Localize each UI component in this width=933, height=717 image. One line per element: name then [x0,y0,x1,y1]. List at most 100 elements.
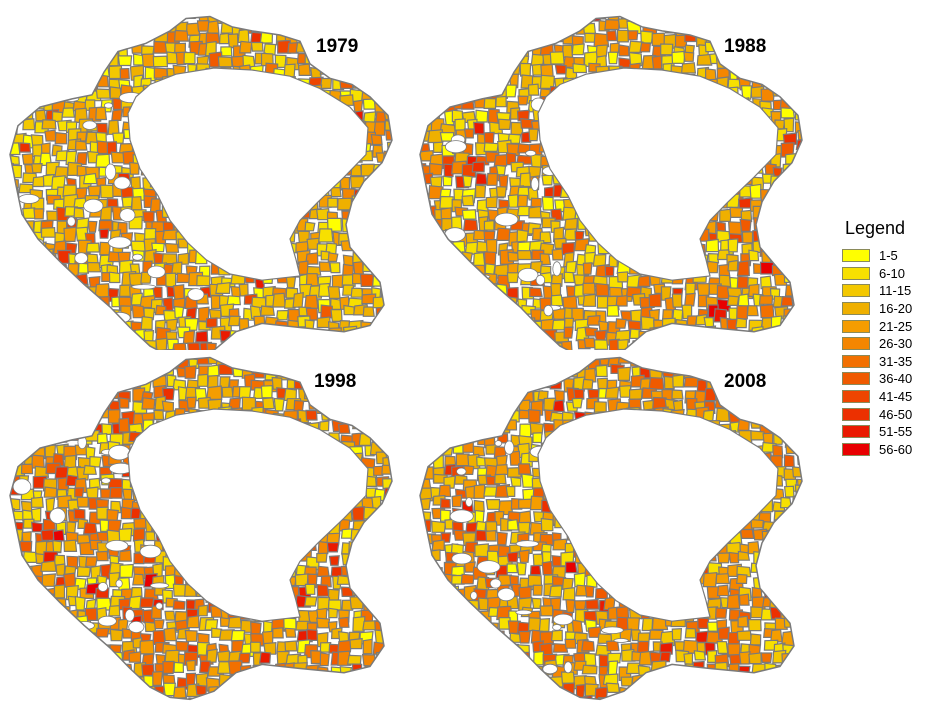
parcel [364,529,376,543]
parcel [478,22,490,37]
parcel [0,178,9,187]
parcel [383,197,392,213]
parcel [485,529,497,542]
parcel [44,675,57,692]
parcel [816,122,829,134]
parcel [475,109,489,123]
parcel [507,30,523,42]
parcel [394,374,408,386]
parcel [791,588,802,600]
parcel [616,29,630,43]
parcel [227,357,242,367]
parcel [250,0,259,9]
parcel [33,433,46,445]
parcel [410,497,417,510]
parcel [453,433,469,446]
parcel [342,412,355,423]
gap [12,478,32,495]
parcel [420,16,433,23]
parcel [161,400,175,412]
parcel [351,240,365,251]
parcel [762,23,779,35]
parcel [565,260,578,274]
parcel [10,42,22,57]
parcel [807,489,820,498]
parcel [20,402,32,413]
parcel [419,1,430,13]
parcel [341,706,353,715]
parcel [337,16,351,27]
parcel [244,706,255,715]
parcel [487,357,502,371]
parcel [815,22,828,36]
parcel [237,28,250,44]
parcel [420,240,424,253]
parcel [532,584,543,596]
parcel [817,308,830,318]
parcel [791,494,802,509]
parcel [372,220,386,232]
parcel [185,659,196,672]
parcel [0,46,8,57]
parcel [394,389,404,399]
parcel [410,345,418,354]
parcel [10,74,15,87]
parcel [507,194,519,208]
parcel [796,243,802,257]
parcel [10,377,18,392]
parcel [10,608,12,622]
parcel [132,30,144,44]
parcel [430,408,442,421]
parcel [10,260,14,275]
parcel [452,306,464,318]
parcel [683,51,695,62]
parcel [20,29,37,46]
parcel [473,309,487,321]
parcel [816,14,828,23]
parcel [40,61,54,77]
parcel [121,345,133,357]
parcel [328,607,339,619]
parcel [24,605,36,616]
parcel [261,16,276,24]
parcel [475,172,488,185]
parcel [318,282,331,297]
parcel [455,88,469,102]
parcel [563,326,574,339]
parcel [372,685,386,699]
parcel [461,345,472,354]
parcel [172,297,186,309]
parcel [541,0,552,14]
parcel [10,305,11,319]
choropleth-map [419,0,830,350]
parcel [99,184,115,199]
parcel [316,330,332,343]
parcel [370,694,386,700]
parcel [10,297,20,310]
parcel [117,55,133,67]
parcel [0,0,10,8]
parcel [505,485,516,497]
parcel [485,23,499,35]
parcel [771,209,784,221]
parcel [363,33,378,47]
parcel [341,61,353,77]
parcel [264,674,278,685]
parcel [40,618,54,632]
parcel [454,373,467,387]
parcel [498,118,512,130]
parcel [317,358,329,372]
parcel [498,66,511,78]
parcel [53,664,68,676]
parcel [630,0,643,10]
parcel [454,411,469,423]
parcel [329,358,341,373]
gap [525,150,537,157]
parcel [10,197,19,210]
parcel [329,674,344,686]
parcel [762,543,776,555]
parcel [807,326,820,340]
parcel [152,55,169,68]
parcel [62,419,74,432]
parcel [780,107,796,119]
